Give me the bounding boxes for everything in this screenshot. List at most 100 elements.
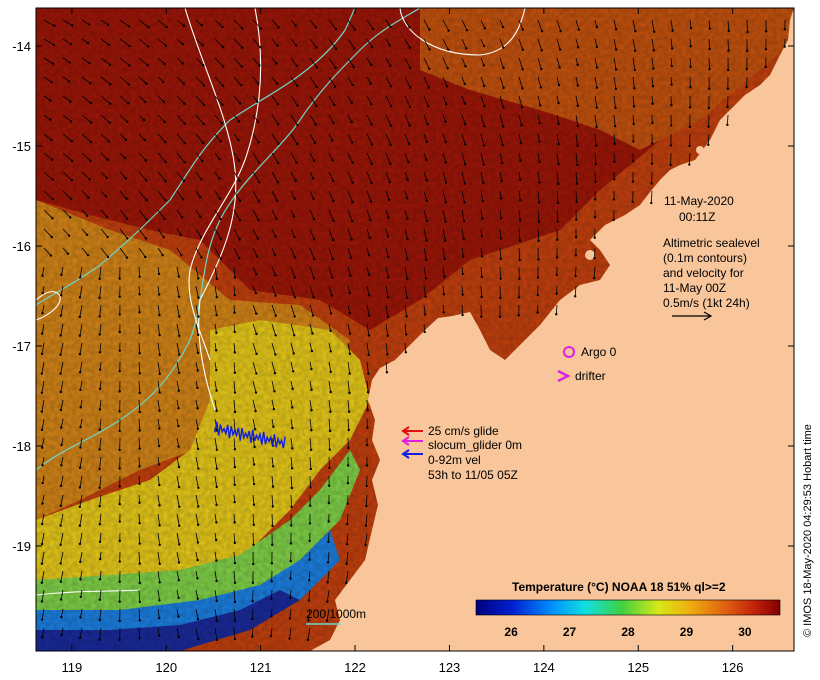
velocity-arrow: [290, 399, 293, 408]
velocity-arrow: [575, 190, 577, 202]
velocity-arrow-head: [388, 44, 391, 47]
velocity-arrow: [138, 513, 141, 524]
velocity-arrow-head: [499, 216, 503, 220]
velocity-arrow: [423, 19, 430, 30]
velocity-arrow-head: [125, 197, 128, 200]
velocity-arrow: [79, 323, 83, 336]
velocity-arrow: [119, 95, 129, 104]
velocity-arrow: [309, 323, 313, 334]
velocity-arrow: [195, 171, 202, 180]
velocity-arrow-head: [540, 67, 543, 71]
velocity-arrow-head: [255, 352, 258, 356]
velocity-arrow: [138, 95, 146, 103]
velocity-arrow: [290, 494, 292, 507]
velocity-arrow-head: [631, 159, 635, 163]
velocity-arrow-head: [221, 45, 225, 49]
velocity-arrow: [42, 304, 45, 314]
velocity-arrow-head: [51, 217, 54, 220]
velocity-arrow-head: [272, 407, 276, 411]
velocity-arrow-head: [517, 314, 520, 317]
velocity-arrow-head: [144, 159, 147, 162]
velocity-arrow: [289, 589, 292, 599]
velocity-arrow-head: [40, 618, 44, 621]
velocity-arrow-head: [463, 182, 467, 185]
velocity-arrow-head: [555, 292, 558, 295]
velocity-arrow: [365, 513, 368, 526]
velocity-arrow-head: [389, 84, 392, 88]
velocity-arrow-head: [78, 352, 82, 356]
velocity-arrow-head: [407, 160, 410, 164]
velocity-arrow-head: [241, 27, 244, 30]
velocity-arrow: [442, 76, 448, 87]
velocity-arrow-head: [634, 30, 637, 33]
velocity-arrow: [726, 114, 729, 125]
velocity-arrow-head: [40, 352, 44, 355]
velocity-arrow: [442, 228, 446, 241]
velocity-arrow: [138, 399, 141, 412]
velocity-arrow: [290, 380, 294, 389]
velocity-arrow-head: [118, 429, 121, 433]
velocity-arrow: [176, 627, 180, 638]
velocity-arrow: [347, 228, 353, 240]
velocity-arrow-head: [270, 615, 273, 618]
velocity-arrow: [80, 399, 83, 408]
time-label: 00:11Z: [679, 210, 715, 224]
velocity-arrow-head: [308, 558, 311, 561]
velocity-arrow-head: [221, 25, 224, 29]
velocity-arrow: [43, 95, 51, 101]
sealevel-contour-b: [188, 8, 262, 361]
velocity-arrow: [366, 266, 370, 275]
velocity-arrow-head: [345, 562, 348, 565]
velocity-arrow-head: [308, 504, 312, 507]
velocity-arrow-head: [406, 178, 409, 181]
velocity-arrow-head: [163, 120, 166, 124]
velocity-arrow-head: [727, 29, 730, 33]
velocity-arrow: [480, 114, 485, 127]
velocity-arrow-head: [70, 120, 73, 123]
velocity-arrow: [195, 513, 199, 525]
velocity-arrow-head: [707, 143, 710, 147]
velocity-arrow-head: [251, 581, 255, 585]
velocity-arrow: [41, 589, 45, 602]
velocity-arrow: [309, 95, 317, 107]
lon-tick-label: 119: [62, 660, 83, 675]
velocity-arrow: [271, 247, 276, 255]
velocity-arrow-head: [463, 122, 467, 126]
velocity-arrow: [707, 133, 710, 145]
velocity-arrow-head: [365, 464, 369, 467]
velocity-arrow: [233, 266, 236, 278]
velocity-arrow-head: [87, 23, 91, 26]
velocity-arrow: [41, 532, 45, 545]
velocity-arrow-head: [275, 217, 278, 220]
velocity-arrow: [651, 19, 655, 32]
velocity-arrow: [499, 133, 504, 146]
velocity-arrow: [537, 152, 540, 163]
velocity-arrow-head: [108, 63, 112, 66]
velocity-arrow-head: [106, 23, 110, 27]
velocity-arrow: [62, 190, 72, 200]
velocity-arrow: [100, 95, 111, 105]
velocity-arrow-head: [138, 447, 141, 450]
velocity-arrows: [40, 19, 787, 642]
velocity-arrow: [518, 95, 523, 108]
velocity-arrow-head: [502, 46, 505, 49]
velocity-arrow: [442, 133, 447, 143]
velocity-arrow: [41, 399, 45, 412]
velocity-arrow: [385, 171, 391, 183]
velocity-arrow: [43, 114, 51, 121]
velocity-arrow-head: [158, 599, 161, 602]
velocity-arrow-head: [255, 372, 258, 375]
velocity-arrow-head: [537, 239, 540, 243]
velocity-arrow: [195, 190, 201, 198]
velocity-arrow: [195, 304, 199, 317]
velocity-arrow: [214, 228, 222, 240]
velocity-arrow: [176, 513, 180, 526]
velocity-arrow: [347, 399, 350, 412]
velocity-arrow: [79, 342, 83, 355]
velocity-arrow-head: [197, 315, 200, 318]
altimetry-line-5: 0.5m/s (1kt 24h): [663, 296, 750, 310]
velocity-arrow: [99, 627, 102, 640]
velocity-arrow-head: [41, 481, 44, 485]
velocity-arrow-head: [177, 615, 180, 618]
velocity-arrow-head: [79, 578, 82, 581]
